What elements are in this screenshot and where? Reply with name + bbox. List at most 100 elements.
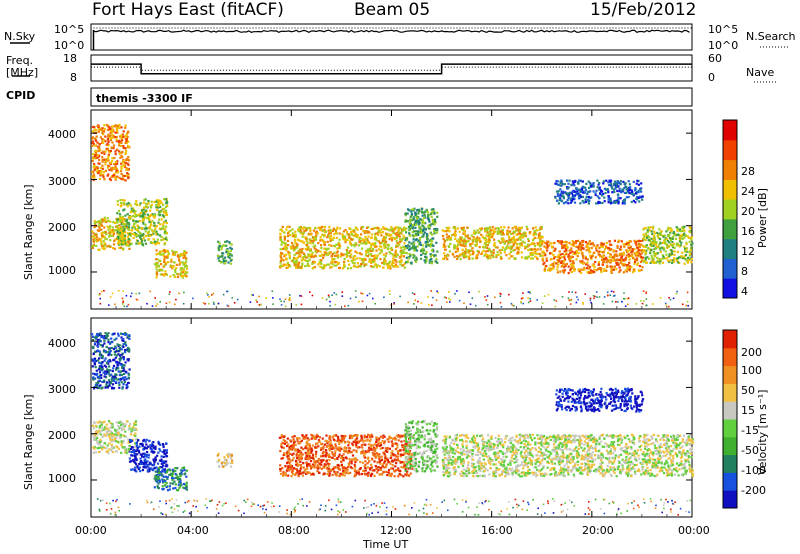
power-cell xyxy=(116,148,119,151)
power-cell xyxy=(415,209,419,212)
power-cell xyxy=(120,246,123,249)
power-cell xyxy=(420,253,423,256)
power-cell xyxy=(139,236,142,239)
power-cell xyxy=(398,231,401,234)
power-cell xyxy=(342,267,345,270)
power-cell xyxy=(338,246,341,249)
power-cell xyxy=(655,252,658,256)
power-cell xyxy=(527,248,530,252)
power-cell xyxy=(680,255,683,258)
power-cell xyxy=(355,234,359,238)
velocity-cell xyxy=(127,438,130,441)
power-cell xyxy=(476,250,479,253)
power-cell xyxy=(687,256,690,259)
power-cell xyxy=(629,240,632,243)
power-cell xyxy=(103,216,106,219)
velocity-cell xyxy=(115,421,118,424)
power-cell xyxy=(314,237,317,240)
velocity-cell xyxy=(92,446,95,449)
power-cell xyxy=(120,201,123,205)
power-cell xyxy=(538,228,541,231)
power-cell xyxy=(668,253,671,256)
power-cell xyxy=(486,250,489,253)
power-cell xyxy=(456,257,459,260)
power-cell xyxy=(291,244,294,247)
power-cell xyxy=(488,256,491,259)
power-cell xyxy=(653,254,656,257)
power-cell xyxy=(156,258,159,261)
power-cell xyxy=(687,236,690,239)
velocity-cell xyxy=(120,348,123,351)
noise-search-ticks-bottom: 10^0 xyxy=(708,39,739,52)
power-cell xyxy=(607,198,610,201)
power-cell xyxy=(538,233,541,237)
power-cell xyxy=(412,216,415,219)
power-scatter xyxy=(622,297,625,300)
power-cell xyxy=(101,236,104,239)
power-cell xyxy=(533,247,536,250)
power-cell xyxy=(403,242,406,245)
power-cell xyxy=(393,227,396,230)
power-cell xyxy=(323,243,326,246)
power-cell xyxy=(563,250,566,253)
power-cell xyxy=(415,258,418,261)
power-cell xyxy=(424,261,427,264)
power-cell xyxy=(408,248,411,251)
power-scatter xyxy=(122,301,124,303)
power-cell xyxy=(405,237,408,240)
power-cell xyxy=(623,191,626,194)
power-cell xyxy=(484,253,487,256)
power-cell xyxy=(644,258,647,261)
velocity-cell xyxy=(162,445,165,449)
power-cell xyxy=(587,242,590,245)
power-cell xyxy=(445,233,448,236)
velocity-cell xyxy=(103,342,106,345)
power-cell xyxy=(533,244,536,247)
power-cell xyxy=(425,244,428,247)
power-scatter xyxy=(448,291,450,293)
power-cell xyxy=(567,192,570,195)
power-cell xyxy=(597,202,600,205)
power-cell xyxy=(114,165,117,168)
power-cell xyxy=(370,243,373,246)
power-cell xyxy=(422,252,425,255)
power-cell xyxy=(484,238,487,241)
power-cell xyxy=(517,248,520,251)
power-cell xyxy=(689,253,692,256)
power-cell xyxy=(161,273,164,276)
power-cell xyxy=(108,168,111,171)
power-cell xyxy=(118,127,121,130)
power-cell xyxy=(477,231,480,234)
velocity-cell xyxy=(112,347,116,350)
power-cell xyxy=(432,244,435,247)
power-cell xyxy=(100,218,103,221)
power-cell xyxy=(565,244,568,247)
power-cell xyxy=(300,249,303,252)
power-cell xyxy=(651,227,654,230)
power-cell xyxy=(582,262,585,265)
power-cell xyxy=(123,174,126,178)
velocity-cell xyxy=(109,438,112,441)
power-scatter xyxy=(271,290,274,292)
power-cell xyxy=(103,152,106,155)
power-cell xyxy=(491,228,494,231)
power-cell xyxy=(119,170,123,173)
power-cell xyxy=(556,199,559,202)
power-scatter xyxy=(208,302,210,305)
power-cell xyxy=(428,220,431,223)
power-cell xyxy=(287,266,290,269)
power-cell xyxy=(148,219,151,222)
power-cell xyxy=(581,180,584,183)
power-cell xyxy=(352,243,355,246)
power-cell xyxy=(120,165,123,168)
velocity-cell xyxy=(108,374,111,377)
power-scatter xyxy=(431,304,433,306)
power-cell xyxy=(364,242,367,245)
power-cell xyxy=(116,230,119,233)
power-cell xyxy=(142,218,145,221)
power-scatter xyxy=(149,290,151,293)
power-cell xyxy=(179,253,183,256)
power-cell xyxy=(617,263,620,266)
power-cell xyxy=(150,233,154,236)
power-scatter xyxy=(393,303,395,305)
